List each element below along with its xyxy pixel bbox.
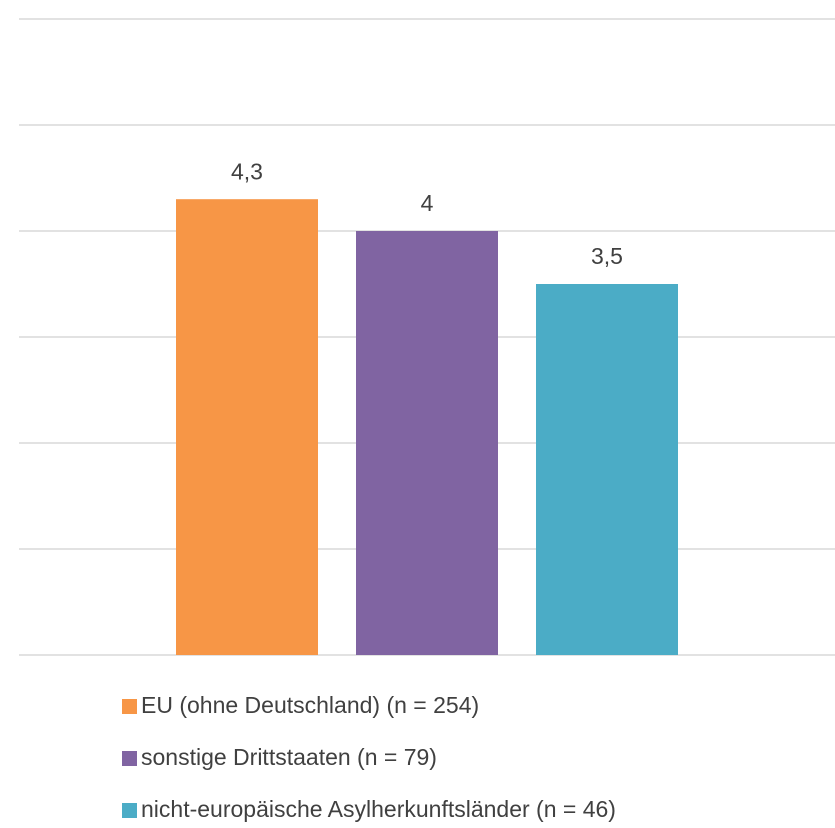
legend-swatch bbox=[122, 699, 137, 714]
bar bbox=[356, 231, 498, 655]
bar bbox=[176, 199, 318, 655]
bar bbox=[536, 284, 678, 655]
data-label: 4,3 bbox=[231, 158, 263, 184]
legend-label: nicht-europäische Asylherkunftsländer (n… bbox=[141, 796, 616, 822]
legend-label: sonstige Drittstaaten (n = 79) bbox=[141, 744, 437, 770]
data-label: 4 bbox=[421, 190, 434, 216]
legend-swatch bbox=[122, 751, 137, 766]
legend-swatch bbox=[122, 803, 137, 818]
legend-label: EU (ohne Deutschland) (n = 254) bbox=[141, 692, 479, 718]
data-label: 3,5 bbox=[591, 243, 623, 269]
